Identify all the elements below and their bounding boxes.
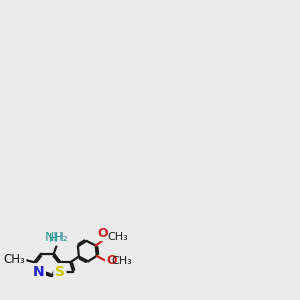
Text: CH₃: CH₃ <box>111 256 132 266</box>
Text: CH₃: CH₃ <box>3 254 25 266</box>
Text: O: O <box>106 254 117 267</box>
Text: CH₃: CH₃ <box>108 232 128 242</box>
Text: O: O <box>97 227 108 240</box>
Text: N: N <box>33 265 44 279</box>
Text: S: S <box>55 265 65 279</box>
Text: NH₂: NH₂ <box>45 231 68 244</box>
Text: H: H <box>48 232 57 245</box>
Text: H: H <box>55 231 64 244</box>
